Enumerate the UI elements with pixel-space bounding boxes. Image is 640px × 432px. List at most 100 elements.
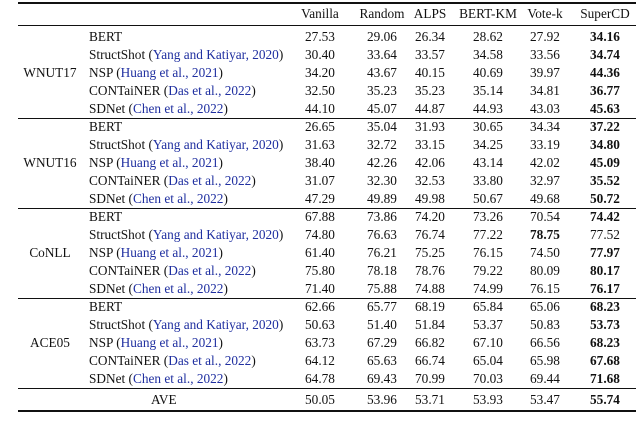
table-cell: 28.62 [473,29,503,44]
table-rule [18,410,636,412]
table-cell: 71.68 [590,371,620,386]
method-name: CONTaiNER [89,263,161,278]
table-cell: 31.63 [305,137,335,152]
method-name: SDNet [89,101,126,116]
method-name: NSP [89,245,113,260]
table-cell: 40.69 [473,65,503,80]
table-cell: 29.06 [367,29,397,44]
table-row-method: SDNet (Chen et al., 2022) [89,191,228,206]
citation-link[interactable]: Das et al., 2022 [168,83,252,98]
table-cell: 44.87 [415,101,445,116]
citation-link[interactable]: Das et al., 2022 [168,263,252,278]
citation-link[interactable]: Yang and Katiyar, 2020 [152,137,279,152]
table-cell: 68.23 [590,299,620,314]
table-cell: 32.50 [305,83,335,98]
column-header: Vanilla [301,6,339,21]
table-cell: 79.22 [473,263,503,278]
table-cell: 33.56 [530,47,560,62]
table-cell: 32.97 [530,173,560,188]
table-cell: 77.52 [590,227,620,242]
table-row-method: BERT [89,209,122,225]
table-row-method: CONTaiNER (Das et al., 2022) [89,173,256,188]
citation-link[interactable]: Chen et al., 2022 [132,101,224,116]
table-cell: 64.12 [305,353,335,368]
average-cell: 53.71 [415,392,445,407]
table-cell: 31.07 [305,173,335,188]
table-row-method: NSP (Huang et al., 2021) [89,335,223,350]
table-cell: 45.63 [590,101,620,116]
table-cell: 32.30 [367,173,397,188]
table-cell: 70.03 [473,371,503,386]
table-cell: 32.72 [367,137,397,152]
method-name: BERT [89,209,123,224]
column-header: BERT-KM [459,6,517,21]
citation-link[interactable]: Chen et al., 2022 [132,281,224,296]
table-cell: 67.29 [367,335,397,350]
table-cell: 35.14 [473,83,503,98]
table-cell: 68.23 [590,335,620,350]
table-cell: 42.06 [415,155,445,170]
method-name: SDNet [89,281,126,296]
table-row-method: StructShot (Yang and Katiyar, 2020) [89,227,284,242]
table-cell: 66.82 [415,335,445,350]
table-rule [18,2,636,4]
average-label: AVE [151,392,177,407]
table-cell: 34.16 [590,29,620,44]
citation-link[interactable]: Chen et al., 2022 [132,371,224,386]
table-cell: 65.98 [530,353,560,368]
table-cell: 26.34 [415,29,445,44]
table-cell: 64.78 [305,371,335,386]
citation-link[interactable]: Chen et al., 2022 [132,191,224,206]
table-cell: 74.99 [473,281,503,296]
table-cell: 70.54 [530,209,560,224]
table-cell: 33.19 [530,137,560,152]
table-cell: 51.40 [367,317,397,332]
table-row-method: NSP (Huang et al., 2021) [89,65,223,80]
average-cell: 53.96 [367,392,397,407]
table-cell: 34.74 [590,47,620,62]
table-row-method: BERT [89,119,122,135]
table-cell: 34.58 [473,47,503,62]
citation-link[interactable]: Huang et al., 2021 [120,335,219,350]
table-cell: 67.88 [305,209,335,224]
method-name: StructShot [89,47,146,62]
citation-link[interactable]: Huang et al., 2021 [120,245,219,260]
table-cell: 36.77 [590,83,620,98]
table-row-method: CONTaiNER (Das et al., 2022) [89,263,256,278]
table-cell: 61.40 [305,245,335,260]
table-cell: 35.23 [415,83,445,98]
dataset-label: ACE05 [30,335,70,350]
table-cell: 32.53 [415,173,445,188]
table-cell: 30.40 [305,47,335,62]
table-row-method: SDNet (Chen et al., 2022) [89,371,228,386]
table-rule [18,118,636,119]
table-cell: 51.84 [415,317,445,332]
method-name: BERT [89,299,123,314]
table-cell: 73.86 [367,209,397,224]
table-cell: 78.18 [367,263,397,278]
table-cell: 71.40 [305,281,335,296]
table-cell: 63.73 [305,335,335,350]
citation-link[interactable]: Das et al., 2022 [168,353,252,368]
citation-link[interactable]: Huang et al., 2021 [120,155,219,170]
table-cell: 27.92 [530,29,560,44]
table-rule [18,298,636,299]
table-cell: 66.74 [415,353,445,368]
citation-link[interactable]: Huang et al., 2021 [120,65,219,80]
table-cell: 74.88 [415,281,445,296]
table-cell: 75.80 [305,263,335,278]
citation-link[interactable]: Das et al., 2022 [168,173,252,188]
average-cell: 50.05 [305,392,335,407]
citation-link[interactable]: Yang and Katiyar, 2020 [152,227,279,242]
average-cell: 55.74 [590,392,620,407]
method-name: SDNet [89,191,126,206]
citation-link[interactable]: Yang and Katiyar, 2020 [152,47,279,62]
citation-link[interactable]: Yang and Katiyar, 2020 [152,317,279,332]
method-name: CONTaiNER [89,353,161,368]
table-cell: 67.68 [590,353,620,368]
table-cell: 78.75 [530,227,560,242]
method-name: NSP [89,335,113,350]
method-name: CONTaiNER [89,83,161,98]
table-cell: 50.63 [305,317,335,332]
